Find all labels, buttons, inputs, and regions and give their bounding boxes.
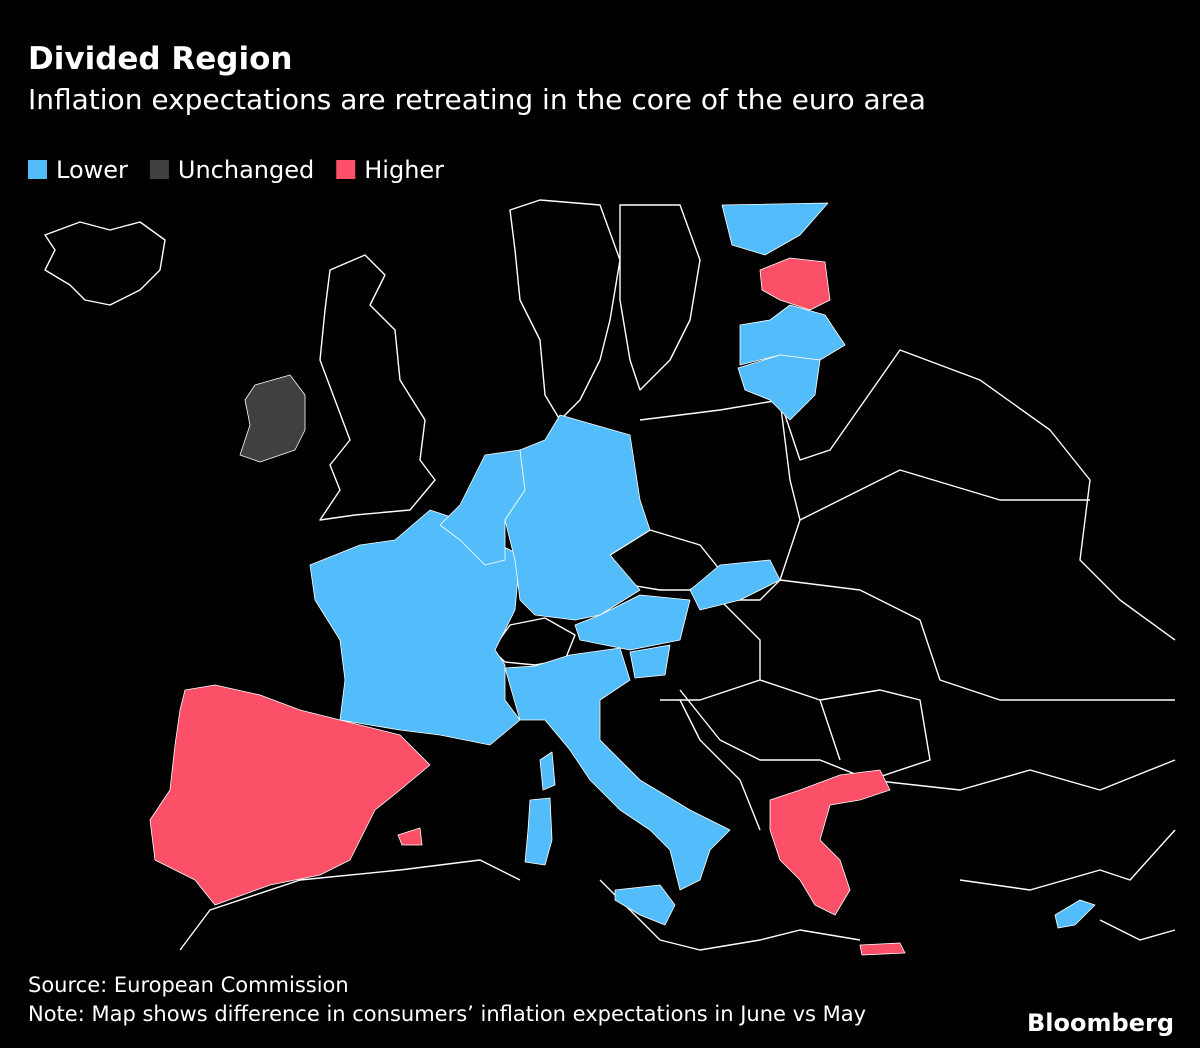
lithuania bbox=[737, 354, 821, 421]
great-britain bbox=[319, 254, 436, 521]
slovakia bbox=[689, 559, 781, 611]
brand-logo: Bloomberg bbox=[1027, 1009, 1174, 1037]
italy bbox=[504, 647, 731, 891]
legend-swatch bbox=[149, 160, 169, 179]
scandinavia bbox=[509, 199, 701, 421]
iceland bbox=[44, 221, 166, 306]
legend-label: Unchanged bbox=[178, 156, 314, 184]
ireland bbox=[239, 374, 306, 463]
source: Source: European Commission bbox=[28, 973, 349, 997]
map bbox=[44, 199, 1176, 956]
crete bbox=[859, 942, 906, 956]
benelux bbox=[439, 449, 526, 566]
finland bbox=[721, 202, 829, 256]
switzerland bbox=[491, 617, 576, 666]
legend-label: Lower bbox=[56, 156, 128, 184]
legend-label: Higher bbox=[364, 156, 444, 184]
legend: Lower Unchanged Higher bbox=[28, 156, 444, 184]
subtitle: Inflation expectations are retreating in… bbox=[28, 83, 926, 116]
germany bbox=[504, 414, 651, 621]
austria bbox=[574, 594, 691, 651]
corsica bbox=[539, 751, 556, 791]
slovenia bbox=[629, 644, 671, 679]
legend-swatch bbox=[336, 160, 356, 179]
eastern-europe bbox=[179, 349, 1176, 951]
sardinia bbox=[524, 797, 553, 866]
sicily bbox=[614, 884, 676, 926]
iberia bbox=[149, 684, 431, 906]
title: Divided Region bbox=[28, 41, 292, 77]
greece bbox=[769, 769, 891, 916]
estonia bbox=[759, 257, 831, 311]
note: Note: Map shows difference in consumers’… bbox=[28, 1002, 866, 1026]
france bbox=[309, 509, 521, 746]
cyprus bbox=[1054, 899, 1096, 929]
latvia bbox=[739, 304, 846, 366]
legend-swatch bbox=[28, 160, 47, 179]
balearic bbox=[397, 827, 423, 846]
